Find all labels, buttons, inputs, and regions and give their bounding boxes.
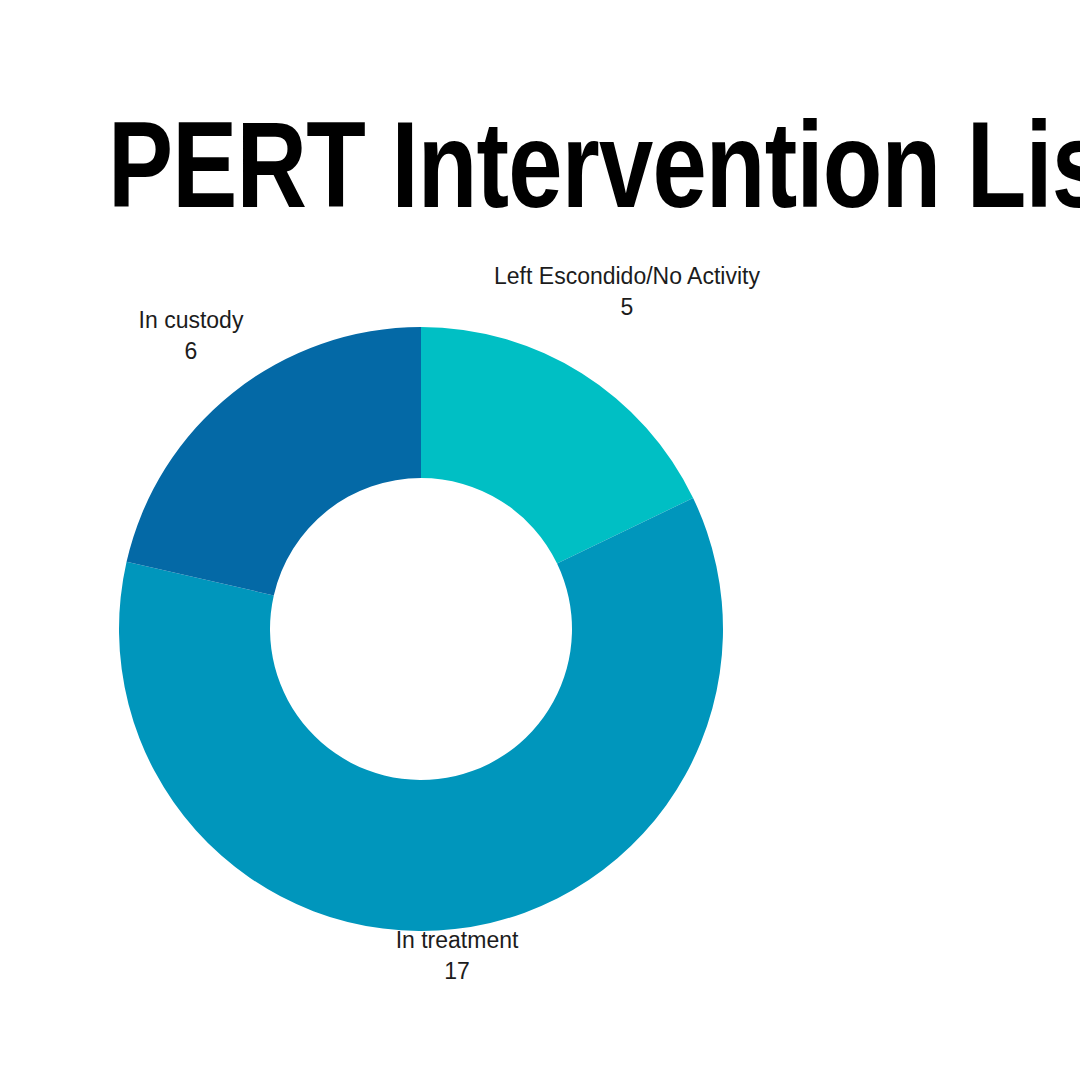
slice-label-text: Left Escondido/No Activity (494, 261, 760, 292)
slice-value-text: 6 (139, 336, 244, 367)
slice-label-left-escondido: Left Escondido/No Activity 5 (494, 261, 760, 323)
slice-label-in-treatment: In treatment 17 (396, 925, 519, 987)
slice-label-in-custody: In custody 6 (139, 305, 244, 367)
slice-value-text: 17 (396, 956, 519, 987)
donut-slice-in-custody (127, 327, 421, 595)
donut-chart (0, 0, 1080, 1080)
slice-label-text: In treatment (396, 925, 519, 956)
slice-label-text: In custody (139, 305, 244, 336)
slice-value-text: 5 (494, 292, 760, 323)
donut-chart-page: PERT Intervention List Left Escondido/No… (0, 0, 1080, 1080)
